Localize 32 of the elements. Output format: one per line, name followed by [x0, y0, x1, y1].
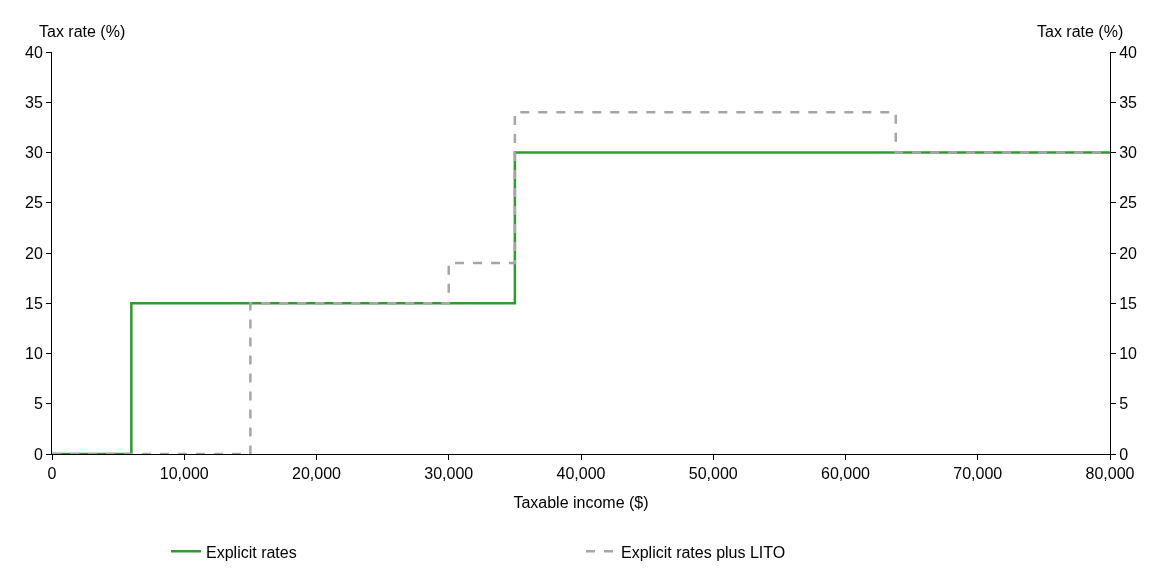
y-tick-label: 10: [25, 345, 43, 363]
y2-tick-label: 25: [1119, 194, 1138, 212]
y2-tick-label: 0: [1119, 445, 1129, 463]
x-tick-label: 70,000: [953, 465, 1003, 483]
y-tick-label: 25: [25, 194, 43, 212]
x-tick-label: 10,000: [159, 465, 209, 483]
y2-tick-label: 30: [1119, 144, 1138, 162]
x-tick-label: 20,000: [292, 465, 342, 483]
y-tick-label: 0: [33, 445, 43, 463]
legend-label: Explicit rates plus LITO: [621, 543, 786, 561]
y-tick-label: 35: [25, 93, 43, 111]
x-tick-label: 50,000: [688, 465, 738, 483]
y-axis-title: Tax rate (%): [39, 23, 126, 40]
y2-tick-label: 40: [1119, 43, 1138, 61]
legend-label: Explicit rates: [206, 543, 297, 561]
x-axis-title: Taxable income ($): [513, 493, 649, 511]
x-tick-label: 40,000: [556, 465, 606, 483]
y2-tick-label: 10: [1119, 345, 1138, 363]
y2-tick-label: 20: [1119, 244, 1138, 262]
y-tick-label: 40: [25, 43, 43, 61]
x-tick-label: 30,000: [424, 465, 474, 483]
y-tick-label: 5: [33, 395, 43, 413]
y2-tick-label: 35: [1119, 93, 1138, 111]
y2-tick-label: 15: [1119, 294, 1138, 312]
y-tick-label: 20: [25, 244, 43, 262]
y-tick-label: 30: [25, 144, 43, 162]
y-tick-label: 15: [25, 294, 43, 312]
x-tick-label: 0: [47, 465, 57, 483]
y2-tick-label: 5: [1119, 395, 1129, 413]
y2-axis-title: Tax rate (%): [1037, 23, 1124, 40]
x-tick-label: 80,000: [1085, 465, 1135, 483]
x-tick-label: 60,000: [821, 465, 871, 483]
